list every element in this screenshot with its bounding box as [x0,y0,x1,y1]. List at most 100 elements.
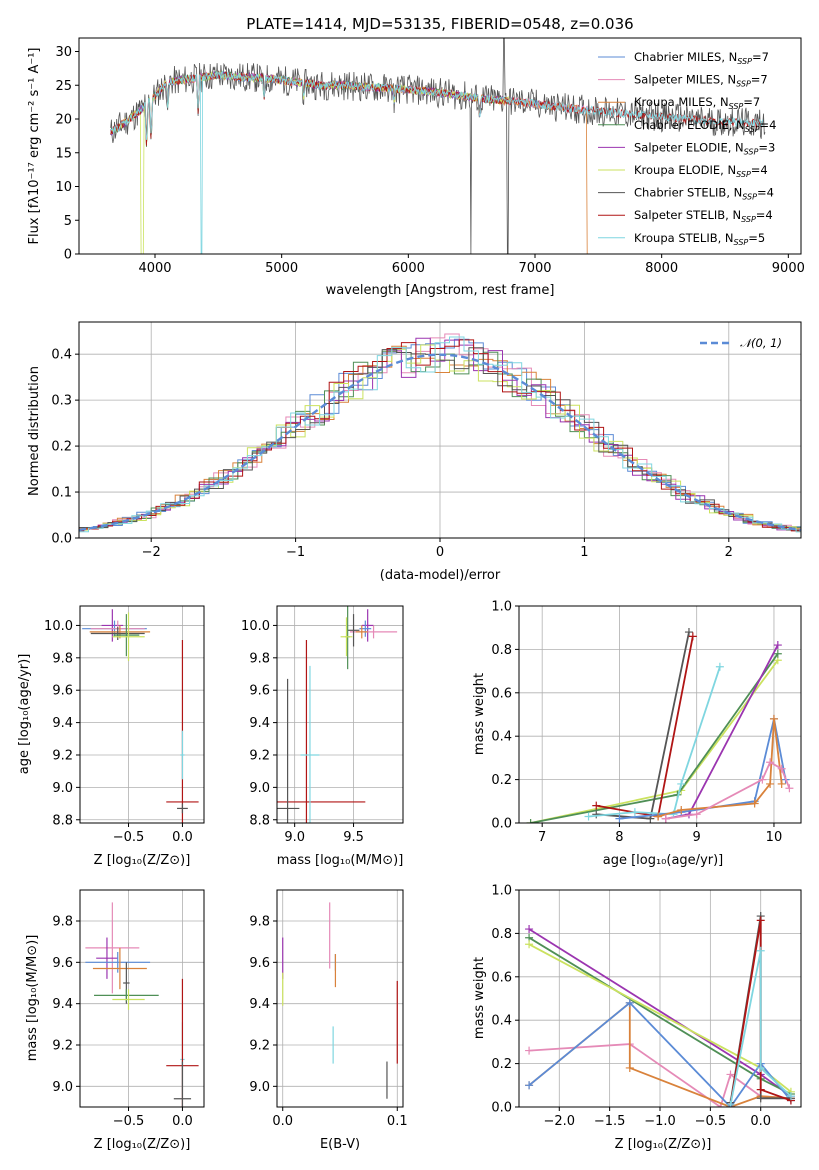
point-salpeter_stelib [756,1085,765,1094]
normal-curve [79,353,801,532]
legend-label-kroupa_elodie: Kroupa ELODIE, NSSP=4 [634,163,768,179]
y-tick-label: 0.0 [491,1101,512,1116]
y-tick-label: 9.2 [52,1039,73,1054]
y-tick-label: 9.8 [52,651,73,666]
y-tick-label: 9.8 [249,651,270,666]
x-tick-label: 9000 [772,261,805,276]
y-tick-label: 0.8 [491,927,512,942]
point-chabrier_stelib [592,810,601,819]
point-kroupa_miles [766,779,775,788]
y-tick-label: 9.2 [52,748,73,763]
point-salpeter_stelib [756,916,765,925]
spectrum-ylabel: Flux [fλ10⁻¹⁷ erg cm⁻² s⁻¹ A⁻¹] [27,48,42,245]
axes-frame [78,37,802,255]
point-kroupa_miles [677,805,686,814]
y-tick-label: 15 [55,146,72,161]
weight-age-ylabel: mass weight [472,673,487,755]
grid-lines [80,890,204,1107]
x-tick-label: −1.0 [644,1114,676,1129]
series-chabrier_miles [619,718,787,820]
x-tick-label: −0.5 [113,1114,145,1129]
point-salpeter_miles [758,775,767,784]
point-kroupa_stelib [756,1063,765,1072]
error-bars [282,902,398,1099]
point-salpeter_miles [785,784,794,793]
x-tick-label: 0.1 [387,1114,408,1129]
axes-frame [79,605,205,824]
residual-ylabel: Normed distribution [27,366,42,496]
y-tick-label: 9.8 [52,915,73,930]
mass-vs-z-panel: Z [log₁₀(Z/Z⊙)] mass [log₁₀(M/M⊙)] −0.5 0… [25,889,205,1152]
spectrum-legend: Chabrier MILES, NSSP=7 Salpeter MILES, NS… [598,50,776,247]
histogram-kroupa_stelib [79,336,801,533]
weight-lines [525,912,795,1107]
residual-panel: (data-model)/error Normed distribution −… [27,321,802,583]
y-tick-label: 0.4 [491,730,512,745]
age-vs-z-panel: Z [log₁₀(Z/Z⊙)] age [log₁₀(age/yr)] −0.5… [17,605,205,868]
point-kroupa_stelib [584,812,593,821]
y-tick-label: 9.0 [249,1080,270,1095]
x-tick-label: 9.0 [284,830,305,845]
point-salpeter_stelib [592,801,601,810]
y-tick-label: 10.0 [241,619,270,634]
y-tick-label: 9.6 [52,684,73,699]
y-tick-label: 30 [55,45,72,60]
x-tick-label: 6000 [392,261,425,276]
y-tick-label: 0.2 [491,1057,512,1072]
x-tick-label: −2.0 [543,1114,575,1129]
series-salpeter_miles [665,760,791,820]
y-tick-label: 0.1 [51,486,72,501]
point-chabrier_elodie [773,649,782,658]
y-tick-label: 20 [55,113,72,128]
age-z-xlabel: Z [log₁₀(Z/Z⊙)] [94,853,191,868]
y-tick-label: 8.8 [52,813,73,828]
y-tick-label: 9.6 [52,956,73,971]
grid-lines [277,606,403,823]
legend-label-kroupa_miles: Kroupa MILES, NSSP=7 [634,95,760,111]
x-tick-label: 8 [615,830,623,845]
x-tick-label: 7000 [518,261,551,276]
x-tick-label: 9 [693,830,701,845]
error-bars [82,609,199,823]
point-chabrier_stelib [684,628,693,637]
y-tick-label: 8.8 [249,813,270,828]
y-tick-label: 5 [64,214,72,229]
point-kroupa_miles [769,714,778,723]
x-tick-label: −1 [286,545,305,560]
y-tick-label: 9.4 [52,997,73,1012]
y-tick-label: 9.4 [249,997,270,1012]
mass-z-xlabel: Z [log₁₀(Z/Z⊙)] [94,1137,191,1152]
axes-frame [518,889,802,1108]
y-tick-label: 10 [55,180,72,195]
x-tick-label: 5000 [265,261,298,276]
y-tick-label: 0.4 [491,1014,512,1029]
point-kroupa_miles [625,1063,634,1072]
error-bars [85,902,199,1107]
x-tick-label: −1.5 [594,1114,626,1129]
point-kroupa_miles [750,799,759,808]
spectrum-panel: PLATE=1414, MJD=53135, FIBERID=0548, z=0… [27,15,805,298]
y-tick-label: 9.2 [249,748,270,763]
mass-ebv-xlabel: E(B-V) [320,1137,360,1152]
y-tick-label: 0.2 [51,440,72,455]
y-tick-label: 0.8 [491,643,512,658]
legend-label-chabrier_miles: Chabrier MILES, NSSP=7 [634,50,769,66]
weight-vs-age-panel: age [log₁₀(age/yr)] mass weight 7 8 9 10 0.0… [472,600,802,868]
point-kroupa_miles [777,779,786,788]
weight-age-xlabel: age [log₁₀(age/yr)] [603,853,724,868]
residual-xlabel: (data-model)/error [380,568,501,583]
point-kroupa_stelib [786,1092,795,1101]
axes-frame [518,605,802,824]
legend-label-salpeter_miles: Salpeter MILES, NSSP=7 [634,73,768,89]
axes-frame [276,605,404,824]
y-tick-label: 0.3 [51,394,72,409]
age-mass-xlabel: mass [log₁₀(M/M⊙)] [277,853,404,868]
point-kroupa_stelib [677,779,686,788]
series-kroupa_stelib [729,950,792,1105]
point-kroupa_stelib [726,1100,735,1107]
y-tick-label: 9.6 [249,684,270,699]
mass-vs-ebv-panel: E(B-V) 0.0 0.1 9.0 9.2 9.4 9.6 9.8 [249,889,408,1152]
point-salpeter_miles [726,1070,735,1079]
y-tick-label: 1.0 [491,600,512,615]
grid-lines [80,606,204,823]
